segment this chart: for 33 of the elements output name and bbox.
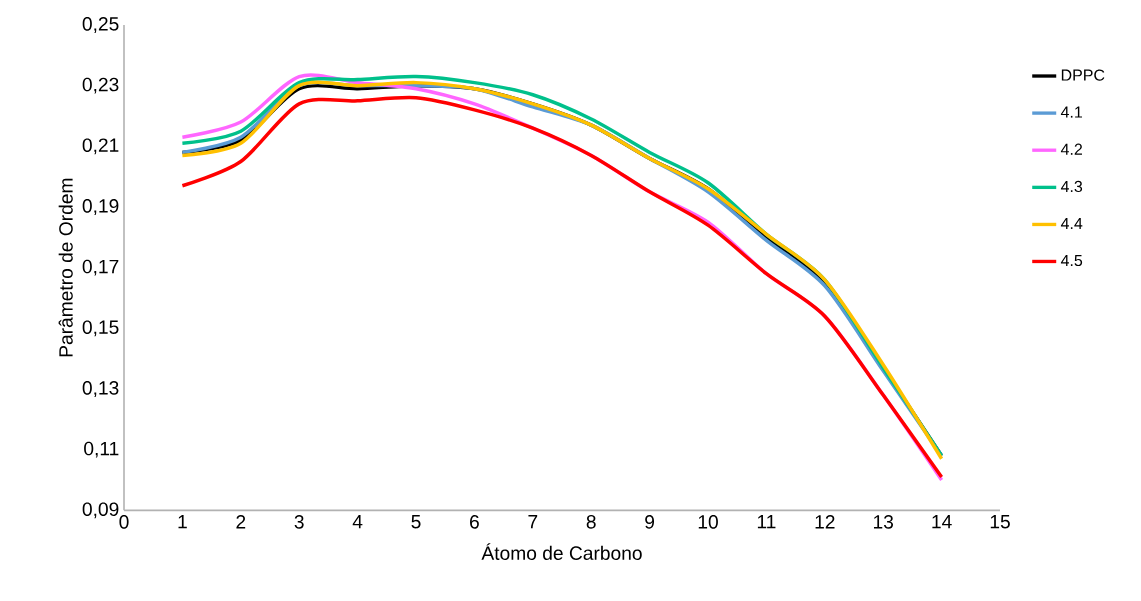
x-tick-label: 7	[528, 515, 538, 529]
y-tick-label: 0,11	[84, 441, 119, 458]
y-tick-label: 0,09	[82, 502, 119, 519]
x-tick-label: 10	[698, 515, 718, 529]
y-tick-label: 0,21	[82, 138, 119, 155]
x-tick-label: 8	[586, 515, 596, 529]
x-tick-label: 13	[873, 515, 894, 529]
x-tick-label: 15	[990, 515, 1010, 529]
x-tick-label: 1	[178, 515, 187, 529]
legend-label: DPPC	[1061, 69, 1105, 81]
x-tick-label: 6	[470, 515, 479, 529]
x-tick-label: 5	[411, 515, 421, 529]
x-tick-label: 2	[236, 515, 246, 529]
y-tick-label: 0,25	[82, 17, 119, 33]
y-tick-label: 0,23	[82, 77, 119, 94]
x-tick-label: 11	[757, 515, 776, 529]
y-tick-label: 0,17	[82, 259, 119, 276]
x-tick-label: 3	[294, 515, 304, 529]
x-tick-label: 12	[815, 515, 835, 529]
x-tick-label: 14	[932, 515, 952, 529]
x-tick-label: 9	[645, 515, 655, 529]
legend-label: 4.5	[1060, 254, 1083, 267]
legend-label: 4.3	[1060, 180, 1083, 193]
x-tick-label: 4	[352, 515, 363, 529]
y-tick-label: 0,13	[82, 381, 119, 397]
legend-label: 4.1	[1060, 106, 1083, 118]
x-tick-label: 0	[119, 515, 129, 529]
y-tick-label: 0,15	[82, 320, 119, 337]
x-axis-title: Átomo de Carbono	[481, 543, 642, 560]
legend-label: 4.2	[1060, 143, 1082, 155]
y-tick-label: 0,19	[82, 199, 119, 215]
y-axis-title: Parâmetro de Ordem	[58, 178, 73, 357]
legend-label: 4.4	[1060, 217, 1083, 229]
